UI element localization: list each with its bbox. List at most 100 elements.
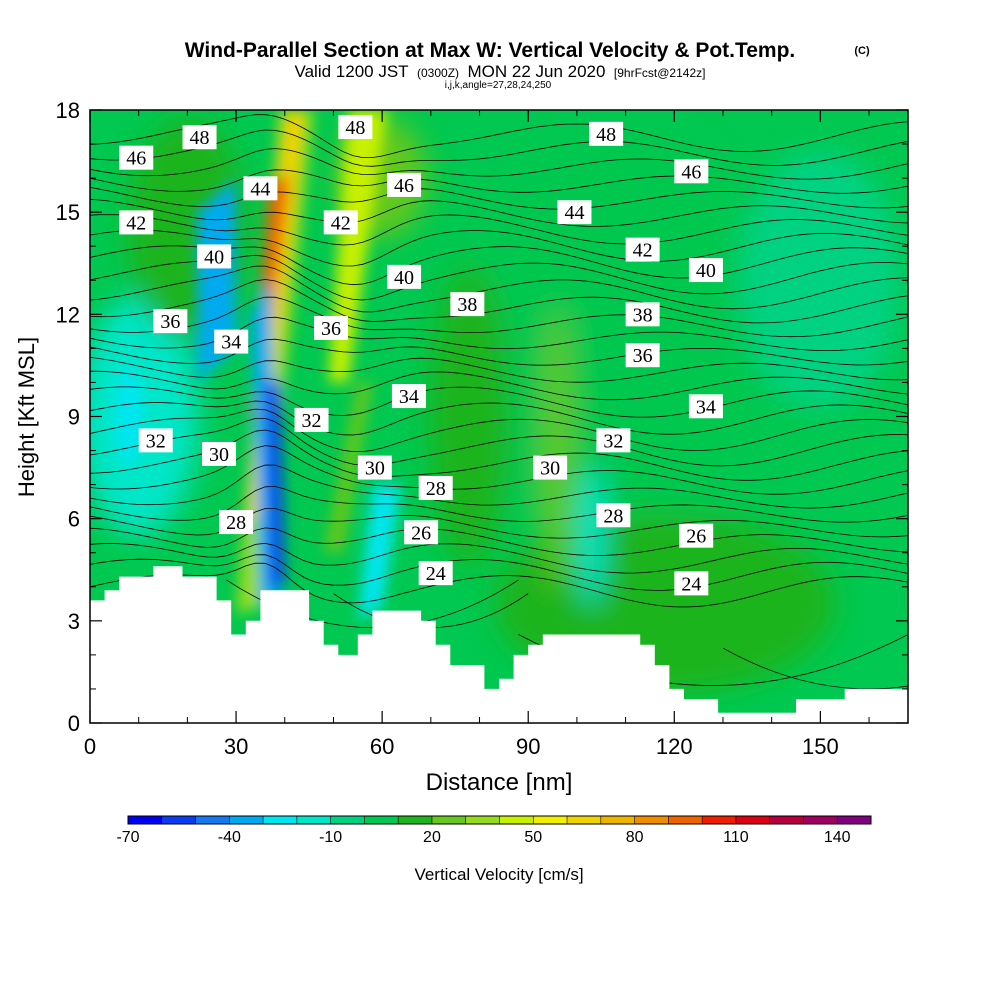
y-tick-label: 18 xyxy=(56,98,80,123)
contour-label-box xyxy=(387,264,422,289)
contour-label-text: 24 xyxy=(681,573,701,595)
y-tick-label: 6 xyxy=(68,507,80,532)
isentrope-line xyxy=(90,169,908,194)
contour-label: 30 xyxy=(202,441,237,466)
x-axis-label: Distance [nm] xyxy=(426,769,573,796)
contour-label-box xyxy=(391,384,426,409)
contour-label-text: 30 xyxy=(209,444,229,466)
contour-label-box xyxy=(418,476,453,501)
contour-label: 40 xyxy=(688,258,723,283)
contour-label-text: 24 xyxy=(426,563,446,585)
updraft-mid xyxy=(323,382,373,553)
contour-label: 48 xyxy=(338,115,373,140)
contour-label: 44 xyxy=(243,176,278,201)
contour-label-box xyxy=(625,237,660,262)
downdraft-core xyxy=(265,382,285,587)
colorbar-swatch xyxy=(431,816,467,824)
contour-label-text: 34 xyxy=(696,396,716,418)
contour-label-text: 34 xyxy=(399,386,419,408)
contour-label-text: 48 xyxy=(596,124,616,146)
colorbar-swatch xyxy=(533,816,568,824)
valid-prefix: Valid 1200 JST xyxy=(295,62,409,81)
cyan-pocket-west xyxy=(114,366,143,467)
isentrope-line xyxy=(90,562,908,608)
contour-label: 28 xyxy=(219,510,254,535)
x-tick-label: 120 xyxy=(656,734,693,759)
contour-label-text: 28 xyxy=(603,505,623,527)
colorbar-swatch xyxy=(195,816,230,824)
contour-label: 34 xyxy=(214,329,249,354)
contour-label-text: 38 xyxy=(633,304,653,326)
contour-label-text: 26 xyxy=(411,522,431,544)
colorbar-tick-label: 110 xyxy=(723,829,749,846)
contour-label: 38 xyxy=(450,292,485,317)
contour-label-box xyxy=(202,441,237,466)
colorbar-swatch xyxy=(330,816,365,824)
isentrope-line xyxy=(90,408,908,452)
contour-label-box xyxy=(294,407,329,432)
contour-label: 38 xyxy=(625,302,660,327)
contour-label-text: 46 xyxy=(394,175,414,197)
terrain xyxy=(90,566,908,723)
colorbar-swatch xyxy=(634,816,669,824)
chart-title: Wind-Parallel Section at Max W: Vertical… xyxy=(185,39,796,62)
isentrope-line xyxy=(90,129,908,167)
contour-label-text: 36 xyxy=(321,318,341,340)
colorbar-tick-label: 50 xyxy=(524,829,542,846)
y-tick-label: 12 xyxy=(56,302,80,327)
valid-date: MON 22 Jun 2020 xyxy=(467,62,605,81)
contour-label: 46 xyxy=(674,159,709,184)
contour-label-box xyxy=(674,159,709,184)
section-params: i,j,k,angle=27,28,24,250 xyxy=(445,80,552,91)
contour-label: 34 xyxy=(688,394,723,419)
contour-label-box xyxy=(596,503,631,528)
contour-label: 40 xyxy=(387,264,422,289)
colorbar-swatch xyxy=(600,816,635,824)
colorbar-tick-label: -70 xyxy=(116,829,139,846)
contour-label-text: 42 xyxy=(126,212,146,234)
isentrope-line xyxy=(90,400,908,436)
contour-label-box xyxy=(138,428,173,453)
isentrope-line xyxy=(90,527,908,556)
isentrope-line xyxy=(90,148,908,180)
x-tick-label: 0 xyxy=(84,734,96,759)
contour-label-box xyxy=(243,176,278,201)
contour-label-text: 44 xyxy=(250,178,270,200)
colorbar-swatch xyxy=(837,816,872,824)
contour-label: 34 xyxy=(391,384,426,409)
contour-labels: 46 48 48 48 44 46 46 42 42 44 40 42 40 40 38 38 36 36 34 36… xyxy=(119,115,723,596)
contour-label-box xyxy=(625,343,660,368)
contour-label-text: 46 xyxy=(681,161,701,183)
contour-label-box xyxy=(153,309,188,334)
isentrope-line xyxy=(90,214,908,246)
updraft-upper xyxy=(328,110,388,383)
isentrope-line xyxy=(90,445,908,495)
isentrope-line xyxy=(90,296,908,338)
contour-label: 32 xyxy=(294,407,329,432)
valid-time-line: Valid 1200 JST (0300Z) MON 22 Jun 2020 [… xyxy=(295,62,706,81)
contour-label-box xyxy=(674,571,709,596)
contour-label-text: 36 xyxy=(633,345,653,367)
contour-label-box xyxy=(557,200,592,225)
contour-label: 48 xyxy=(589,121,624,146)
contour-label-text: 30 xyxy=(540,458,560,480)
contour-label-text: 28 xyxy=(226,512,246,534)
contour-label-text: 40 xyxy=(204,246,224,268)
y-tick-label: 15 xyxy=(56,200,80,225)
contour-label-box xyxy=(596,428,631,453)
colorbar-swatch xyxy=(803,816,838,824)
contour-label-text: 32 xyxy=(302,410,322,432)
forecast-info: [9hrFcst@2142z] xyxy=(614,66,706,80)
isentrope-line xyxy=(90,338,908,366)
contour-label-box xyxy=(679,523,714,548)
contour-label: 30 xyxy=(357,455,392,480)
contour-label-box xyxy=(197,244,232,269)
contour-label-text: 38 xyxy=(457,294,477,316)
contour-label: 46 xyxy=(387,172,422,197)
contour-label-box xyxy=(688,258,723,283)
x-tick-label: 150 xyxy=(802,734,839,759)
x-tick-label: 90 xyxy=(516,734,540,759)
contour-label-box xyxy=(219,510,254,535)
